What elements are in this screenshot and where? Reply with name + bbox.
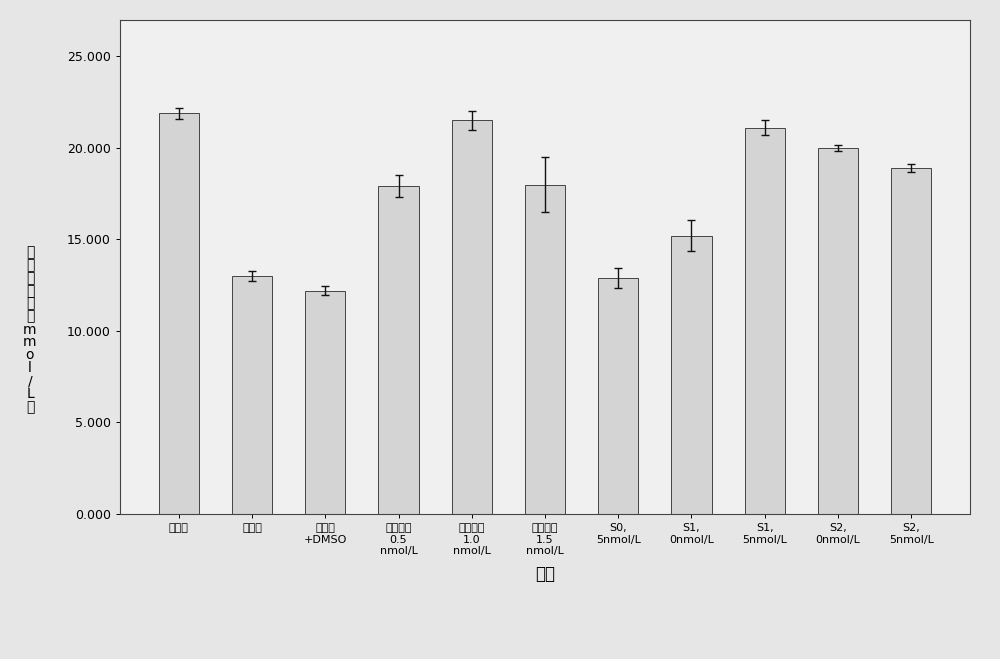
Text: 葡
萄
糖
浓
度
（
m
m
o
l
/
L
）: 葡 萄 糖 浓 度 （ m m o l / L ） xyxy=(23,245,37,414)
Bar xyxy=(159,113,199,514)
Bar xyxy=(891,168,931,514)
Bar xyxy=(598,278,638,514)
X-axis label: 组别: 组别 xyxy=(535,565,555,583)
Bar xyxy=(525,185,565,514)
Bar xyxy=(232,276,272,514)
Bar xyxy=(818,148,858,514)
Bar xyxy=(378,186,419,514)
Bar xyxy=(671,236,712,514)
Bar xyxy=(305,291,345,514)
Bar xyxy=(745,128,785,514)
Bar xyxy=(452,121,492,514)
